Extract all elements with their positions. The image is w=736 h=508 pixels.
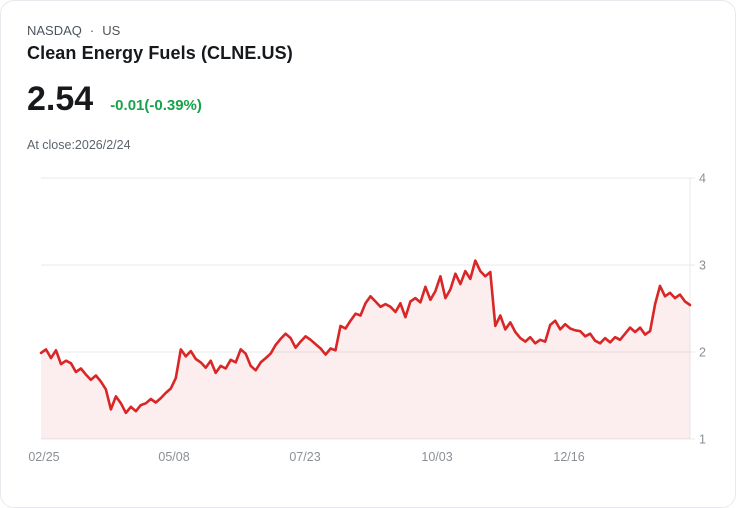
x-axis-label: 07/23 — [289, 450, 320, 464]
region-label: US — [102, 23, 121, 38]
price-change: -0.01(-0.39%) — [110, 97, 202, 114]
y-axis-label: 1 — [699, 433, 706, 447]
price-area-fill — [41, 260, 690, 439]
price-row: 2.54 -0.01(-0.39%) — [27, 80, 202, 119]
x-axis-label: 10/03 — [421, 450, 452, 464]
instrument-title: Clean Energy Fuels (CLNE.US) — [27, 43, 293, 63]
as-of-timestamp: At close:2026/2/24 — [27, 138, 131, 152]
y-axis-label: 4 — [699, 172, 706, 186]
last-price: 2.54 — [27, 80, 94, 118]
x-axis-label: 02/25 — [28, 450, 59, 464]
price-line — [39, 259, 692, 415]
x-axis-label: 12/16 — [553, 450, 584, 464]
x-axis-label: 05/08 — [158, 450, 189, 464]
exchange-row: NASDAQ · US — [27, 23, 293, 38]
separator-dot: · — [89, 23, 95, 38]
y-axis-label: 2 — [699, 346, 706, 360]
y-axis-label: 3 — [699, 259, 706, 273]
quote-header: NASDAQ · US Clean Energy Fuels (CLNE.US) — [27, 23, 293, 64]
exchange-label: NASDAQ — [27, 23, 82, 38]
